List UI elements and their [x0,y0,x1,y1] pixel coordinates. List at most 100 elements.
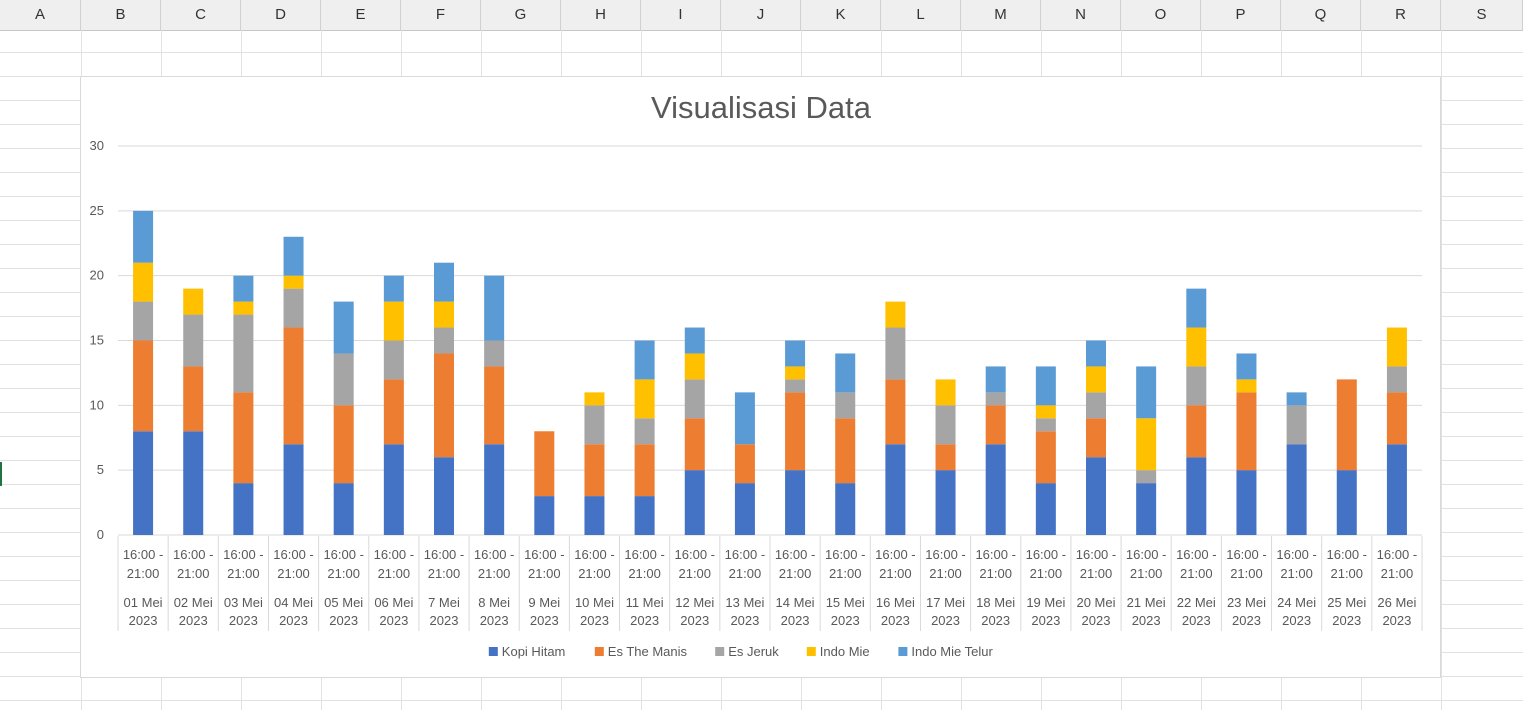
x-tick-time: 21:00 [628,566,661,581]
x-tick-time: 16:00 - [925,547,965,562]
y-tick-label: 30 [90,138,104,153]
column-header-l[interactable]: L [881,0,961,30]
x-tick-date: 2023 [680,613,709,628]
bar-segment [233,301,254,315]
x-tick-time: 21:00 [779,566,812,581]
x-tick-time: 16:00 - [524,547,564,562]
y-tick-label: 0 [97,527,104,542]
x-tick-date: 2023 [1082,613,1111,628]
x-tick-date: 16 Mei [876,595,915,610]
y-tick-label: 5 [97,462,104,477]
column-header-c[interactable]: C [161,0,241,30]
bar-segment [1236,353,1257,380]
x-tick-time: 21:00 [1130,566,1163,581]
bar-segment [1236,470,1257,535]
column-header-i[interactable]: I [641,0,721,30]
bar-segment [1386,366,1407,393]
x-tick-date: 2023 [931,613,960,628]
x-tick-date: 2023 [1031,613,1060,628]
bar-segment [1236,392,1257,471]
x-tick-time: 21:00 [277,566,310,581]
bar-segment [785,470,806,535]
bar-segment [935,444,956,471]
chart-area[interactable] [80,76,1441,678]
x-tick-time: 16:00 - [1026,547,1066,562]
x-tick-time: 21:00 [1180,566,1213,581]
bar-segment [1035,405,1056,419]
bar-segment [333,483,354,535]
column-header-n[interactable]: N [1041,0,1121,30]
chart-title: Visualisasi Data [651,90,872,125]
bar-segment [283,288,304,328]
bar-segment [1035,431,1056,484]
bar-segment [835,392,856,419]
x-tick-date: 2023 [1232,613,1261,628]
bar-segment [233,392,254,484]
legend-swatch [488,647,498,656]
x-tick-time: 21:00 [729,566,762,581]
column-header-r[interactable]: R [1361,0,1441,30]
x-tick-date: 2023 [430,613,459,628]
bar-segment [333,353,354,406]
x-tick-time: 16:00 - [474,547,514,562]
bar-segment [434,301,454,328]
column-header-j[interactable]: J [721,0,801,30]
column-header-o[interactable]: O [1121,0,1201,30]
column-header-f[interactable]: F [401,0,481,30]
column-header-b[interactable]: B [81,0,161,30]
bar-segment [634,418,655,445]
x-tick-time: 21:00 [1280,566,1313,581]
bar-segment [233,314,254,393]
x-tick-date: 12 Mei [675,595,714,610]
x-tick-date: 2023 [480,613,509,628]
x-tick-time: 21:00 [1080,566,1113,581]
x-tick-date: 03 Mei [224,595,263,610]
bar-segment [1386,392,1407,445]
y-tick-label: 20 [90,268,104,283]
bar-segment [1035,418,1056,432]
bar-segment [1086,366,1106,393]
bar-segment [734,483,755,535]
x-tick-date: 2023 [1282,613,1311,628]
x-tick-time: 16:00 - [875,547,915,562]
bar-segment [434,353,454,458]
bar-segment [885,444,906,535]
x-tick-time: 21:00 [478,566,511,581]
column-header-a[interactable]: A [0,0,81,30]
legend-swatch [594,647,604,656]
bar-segment [484,275,505,341]
column-header-q[interactable]: Q [1281,0,1361,30]
x-tick-date: 2023 [981,613,1010,628]
column-header-g[interactable]: G [481,0,561,30]
column-header-m[interactable]: M [961,0,1041,30]
column-header-d[interactable]: D [241,0,321,30]
column-header-k[interactable]: K [801,0,881,30]
x-tick-time: 16:00 - [173,547,213,562]
x-tick-date: 20 Mei [1076,595,1115,610]
bar-segment [584,405,605,445]
x-tick-time: 21:00 [378,566,411,581]
x-tick-date: 19 Mei [1026,595,1065,610]
bar-segment [434,457,454,535]
legend-swatch [806,647,816,656]
x-tick-time: 16:00 - [574,547,614,562]
column-header-h[interactable]: H [561,0,641,30]
bar-segment [1086,392,1106,419]
bar-segment [885,301,906,328]
bar-segment [935,470,956,535]
x-tick-date: 2023 [580,613,609,628]
x-tick-date: 01 Mei [124,595,163,610]
x-tick-time: 16:00 - [374,547,414,562]
column-header-p[interactable]: P [1201,0,1281,30]
bar-segment [1136,470,1157,484]
column-header-s[interactable]: S [1441,0,1523,30]
x-tick-date: 2023 [179,613,208,628]
column-header-e[interactable]: E [321,0,401,30]
bar-segment [785,392,806,471]
x-tick-date: 2023 [630,613,659,628]
bar-segment [183,314,204,367]
bar-segment [1186,366,1207,406]
bar-segment [233,483,254,535]
bar-segment [634,340,655,380]
x-tick-time: 21:00 [327,566,360,581]
